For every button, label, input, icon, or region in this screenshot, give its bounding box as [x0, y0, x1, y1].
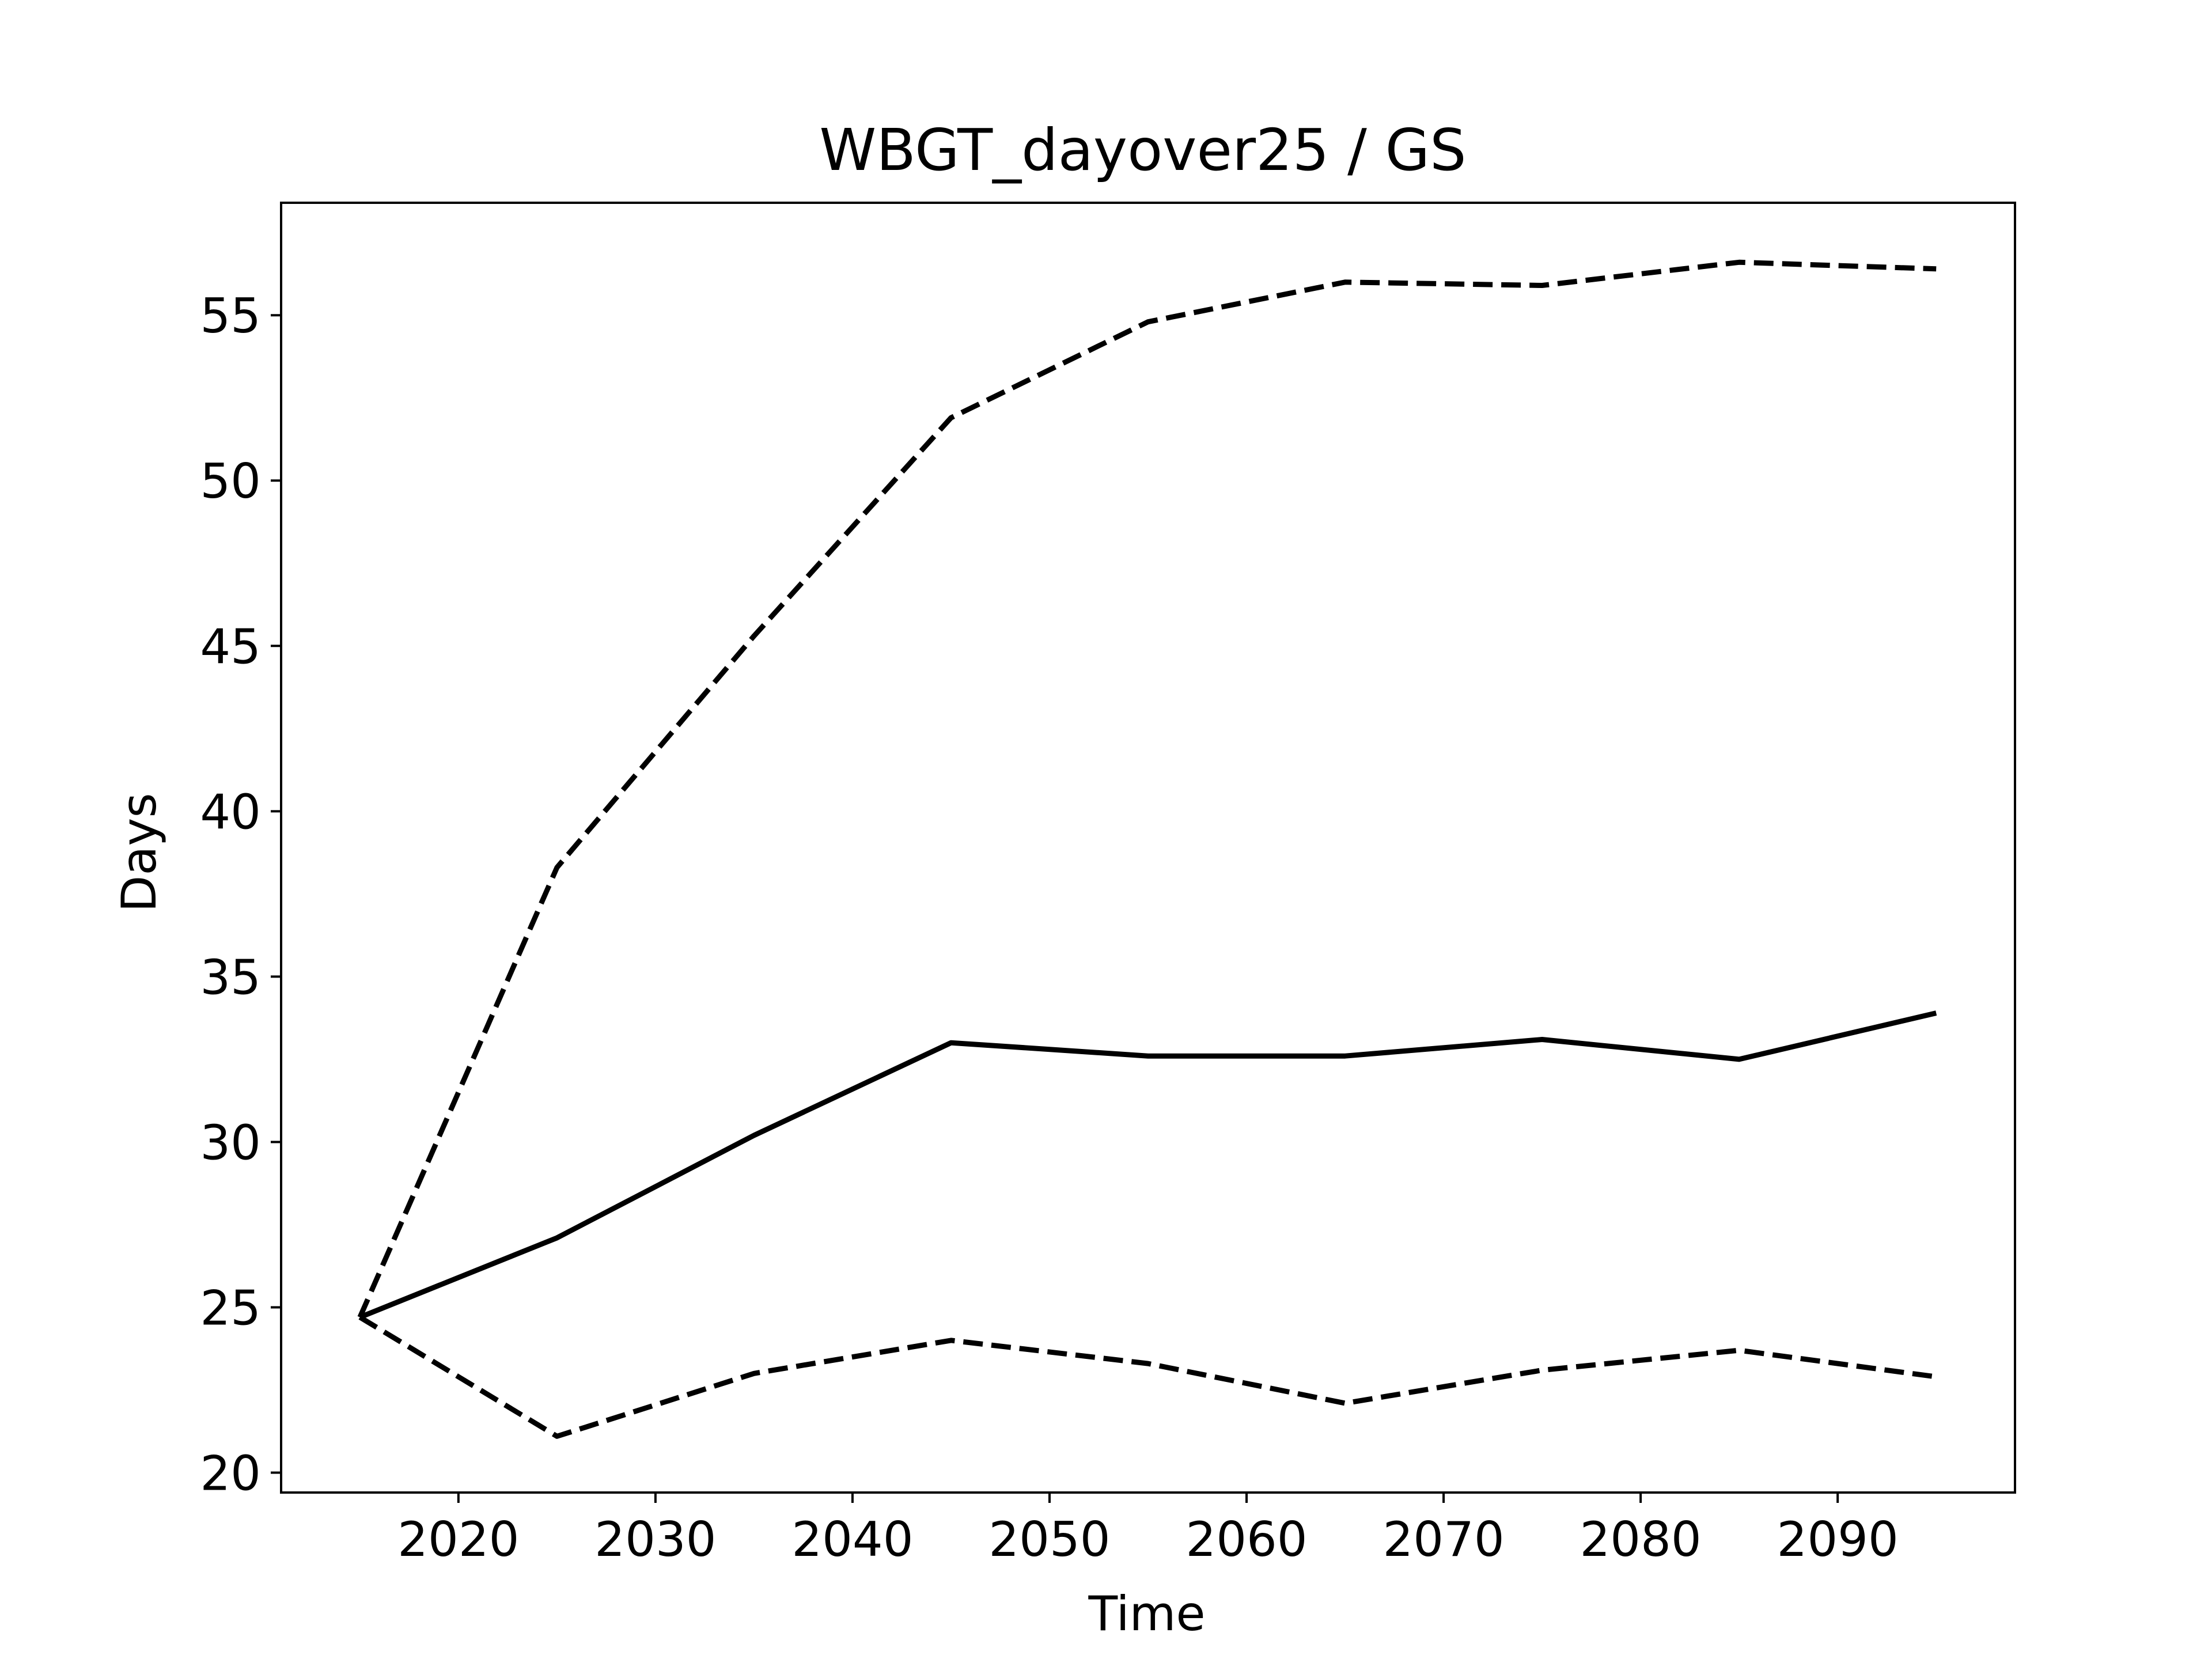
chart-title: WBGT_dayover25 / GS	[819, 116, 1466, 184]
y-tick-label: 55	[200, 288, 261, 344]
x-axis-ticks: 2020 2030 2040 2050 2060 2070 2080 2090	[397, 1493, 1899, 1567]
x-tick-label: 2030	[594, 1512, 716, 1567]
series-lines	[357, 259, 1937, 1439]
y-tick-label: 20	[200, 1446, 261, 1502]
plot-frame	[280, 202, 2016, 1494]
x-tick-label: 2080	[1580, 1512, 1701, 1567]
y-tick-label: 45	[200, 619, 261, 675]
y-tick-label: 50	[200, 453, 261, 509]
x-axis-label: Time	[1088, 1586, 1205, 1642]
x-tick-label: 2040	[791, 1512, 913, 1567]
series-line-2-solid	[359, 1010, 1937, 1320]
series-line-1-dashed	[357, 259, 1937, 1319]
y-tick-label: 40	[200, 784, 261, 840]
x-tick-label: 2070	[1382, 1512, 1504, 1567]
x-tick-label: 2090	[1777, 1512, 1899, 1567]
y-tick-label: 25	[200, 1281, 261, 1336]
x-tick-label: 2050	[988, 1512, 1110, 1567]
y-axis-ticks: 20 25 30 35 40 45 50 55	[200, 288, 281, 1502]
y-tick-label: 30	[200, 1115, 261, 1171]
x-tick-label: 2060	[1185, 1512, 1307, 1567]
x-tick-label: 2020	[397, 1512, 519, 1567]
y-tick-label: 35	[200, 949, 261, 1005]
y-axis-label: Days	[111, 793, 167, 912]
series-line-3-dashed	[358, 1315, 1937, 1439]
